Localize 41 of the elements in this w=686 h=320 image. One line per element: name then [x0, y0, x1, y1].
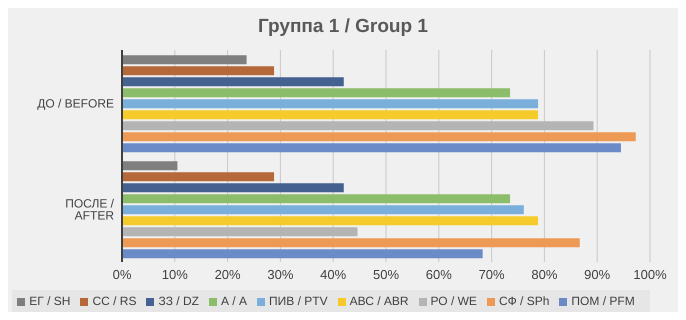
- x-tick-label: 30%: [267, 267, 294, 282]
- y-tick-label: ДО / BEFORE: [37, 96, 114, 110]
- y-tick-label: ПОСЛЕ / AFTER: [65, 196, 115, 222]
- bar: [122, 183, 344, 192]
- legend-label: АВС / ABR: [350, 294, 409, 308]
- legend-label: СФ / SPh: [498, 294, 550, 308]
- x-tick-label: 90%: [584, 267, 611, 282]
- bar: [122, 110, 538, 120]
- bar: [122, 194, 510, 204]
- bar: [122, 238, 580, 248]
- bar: [122, 132, 636, 142]
- bar: [122, 77, 344, 86]
- bar: [122, 66, 274, 76]
- legend-label: ЕГ / SH: [29, 294, 70, 308]
- bar: [122, 249, 483, 258]
- bar: [122, 99, 538, 108]
- x-tick-label: 100%: [633, 267, 668, 282]
- x-tick-label: 80%: [531, 267, 558, 282]
- legend-label: ПОМ / PFM: [571, 294, 635, 308]
- bar: [122, 121, 594, 130]
- x-tick-label: 60%: [426, 267, 452, 282]
- legend-label: А / А: [220, 294, 247, 308]
- legend-label: ПИВ / PTV: [268, 294, 328, 308]
- bar: [122, 216, 538, 226]
- x-tick-label: 40%: [320, 267, 347, 282]
- x-tick-label: 10%: [162, 267, 188, 282]
- legend-label: РО / WE: [430, 294, 477, 308]
- x-tick-label: 20%: [214, 267, 242, 282]
- bar: [122, 227, 358, 236]
- bar: [122, 143, 621, 152]
- bar: [122, 205, 524, 214]
- x-tick-label: 50%: [372, 267, 400, 282]
- bar: [122, 55, 247, 64]
- bar: [122, 172, 274, 182]
- chart-title: Группа 1 / Group 1: [256, 15, 429, 39]
- legend-label: ЗЗ / DZ: [158, 294, 199, 308]
- x-tick-label: 70%: [478, 267, 506, 282]
- x-tick-label: 0%: [112, 267, 132, 282]
- legend-label: СС / RS: [92, 294, 136, 308]
- bar: [122, 88, 510, 98]
- bar: [122, 161, 178, 170]
